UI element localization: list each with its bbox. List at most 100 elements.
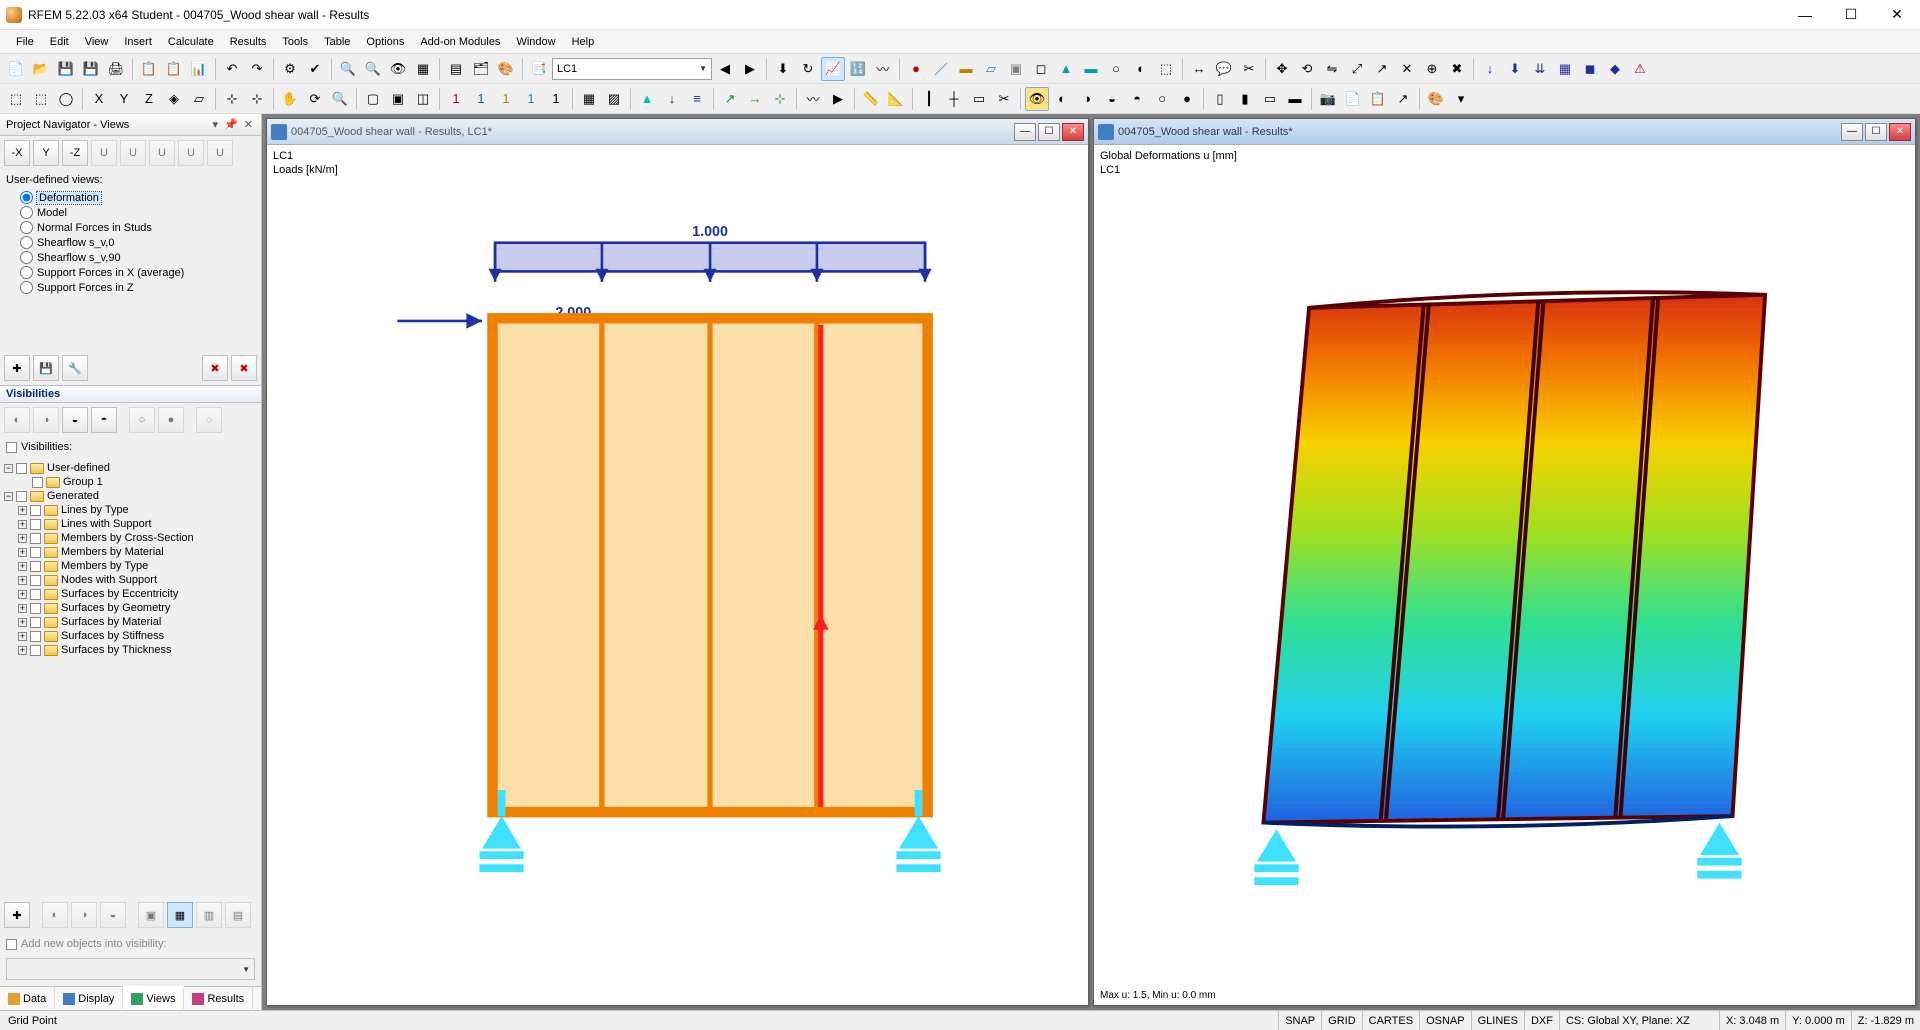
add-view-icon[interactable]: ✚ [4, 355, 30, 381]
connect-icon[interactable]: ⊕ [1420, 57, 1444, 81]
visibility-mode-icon[interactable]: 👁 [1025, 87, 1049, 111]
menu-view[interactable]: View [77, 30, 117, 53]
pan-icon[interactable]: ✋ [278, 87, 302, 111]
view-u1-icon[interactable]: U [91, 140, 117, 166]
vis-4-icon[interactable]: ◓ [1125, 87, 1149, 111]
solid-load-icon[interactable]: ◼ [1578, 57, 1602, 81]
screenshot-icon[interactable]: 📷 [1316, 87, 1340, 111]
tree-item[interactable]: +Surfaces by Geometry [4, 601, 257, 615]
paste-icon[interactable]: 📋 [162, 57, 186, 81]
child-maximize-button[interactable]: ☐ [1038, 123, 1060, 141]
child-close-button[interactable]: ✕ [1889, 123, 1911, 141]
zoom-all-icon[interactable]: 🔍 [361, 57, 385, 81]
vis-mode-6-icon[interactable]: ● [158, 407, 184, 433]
imposed-icon[interactable]: ⚠ [1628, 57, 1652, 81]
dropdown-more-icon[interactable]: ▾ [1449, 87, 1473, 111]
delete-icon[interactable]: ✖ [1445, 57, 1469, 81]
next-lc-icon[interactable]: ▶ [738, 57, 762, 81]
num-surfaces-icon[interactable]: 1 [519, 87, 543, 111]
print-icon[interactable]: 🖨 [104, 57, 128, 81]
nodal-load-icon[interactable]: ↓ [1478, 57, 1502, 81]
tree-item[interactable]: +Surfaces by Eccentricity [4, 587, 257, 601]
menu-options[interactable]: Options [358, 30, 412, 53]
filter-2-icon[interactable]: ▮ [1233, 87, 1257, 111]
vis-a6-icon[interactable]: ▥ [196, 902, 222, 928]
num-nodes-icon[interactable]: 1 [444, 87, 468, 111]
render-icon[interactable]: 🎨 [494, 57, 518, 81]
filter-3-icon[interactable]: ▭ [1258, 87, 1282, 111]
wire-icon[interactable]: ▢ [361, 87, 385, 111]
num-sets-icon[interactable]: 1 [544, 87, 568, 111]
delete-view-icon[interactable]: ✖ [202, 355, 228, 381]
tab-data[interactable]: Data [0, 987, 55, 1010]
ruler-icon[interactable]: 📏 [859, 87, 883, 111]
manage-views-icon[interactable]: 🔧 [62, 355, 88, 381]
clipboard-icon[interactable]: 📋 [1366, 87, 1390, 111]
grid-icon[interactable]: ▦ [411, 57, 435, 81]
num-lines-icon[interactable]: 1 [469, 87, 493, 111]
tree-item[interactable]: +Surfaces by Stiffness [4, 629, 257, 643]
results-values-icon[interactable]: 🔢 [846, 57, 870, 81]
tree-generated[interactable]: −Generated [4, 489, 257, 503]
support-line-icon[interactable]: ▬ [1079, 57, 1103, 81]
status-snap[interactable]: SNAP [1278, 1011, 1321, 1030]
rotate-icon[interactable]: ⟲ [1295, 57, 1319, 81]
comment-icon[interactable]: 💬 [1212, 57, 1236, 81]
tree-item[interactable]: +Members by Type [4, 559, 257, 573]
menu-calculate[interactable]: Calculate [160, 30, 222, 53]
viewport-model-titlebar[interactable]: 004705_Wood shear wall - Results, LC1* —… [267, 119, 1088, 145]
undo-icon[interactable]: ↶ [220, 57, 244, 81]
child-minimize-button[interactable]: — [1841, 123, 1863, 141]
vis-a1-icon[interactable]: ◐ [42, 902, 68, 928]
check-icon[interactable]: ✔ [303, 57, 327, 81]
tree-item[interactable]: +Surfaces by Material [4, 615, 257, 629]
menu-window[interactable]: Window [508, 30, 563, 53]
free-load-icon[interactable]: ◆ [1603, 57, 1627, 81]
vis-a4-icon[interactable]: ▣ [138, 902, 164, 928]
member-icon[interactable]: ▬ [954, 57, 978, 81]
bg-layer-icon[interactable]: ▭ [967, 87, 991, 111]
animate-icon[interactable]: ▶ [826, 87, 850, 111]
menu-file[interactable]: File [8, 30, 42, 53]
opening-icon[interactable]: ◻ [1029, 57, 1053, 81]
save-view-icon[interactable]: 💾 [33, 355, 59, 381]
status-osnap[interactable]: OSNAP [1419, 1011, 1471, 1030]
viewport-model-canvas[interactable]: LC1 Loads [kN/m] 1.000 [267, 145, 1088, 1005]
prev-lc-icon[interactable]: ◀ [713, 57, 737, 81]
vis-2-icon[interactable]: ◑ [1075, 87, 1099, 111]
view-persp-icon[interactable]: ▱ [187, 87, 211, 111]
menu-tools[interactable]: Tools [274, 30, 316, 53]
status-dxf[interactable]: DXF [1524, 1011, 1559, 1030]
loadcase-combo[interactable]: LC1 ▼ [552, 58, 712, 80]
add-new-objects-checkbox[interactable]: Add new objects into visibility: [0, 932, 261, 956]
colors-icon[interactable]: 🎨 [1424, 87, 1448, 111]
project-icon[interactable]: 📊 [187, 57, 211, 81]
tree-item[interactable]: +Nodes with Support [4, 573, 257, 587]
axes-member-icon[interactable]: → [743, 87, 767, 111]
report-icon[interactable]: 📄 [1341, 87, 1365, 111]
results-def-icon[interactable]: 〰 [801, 87, 825, 111]
menu-table[interactable]: Table [316, 30, 358, 53]
view-u5-icon[interactable]: U [207, 140, 233, 166]
radio-support-x[interactable]: Support Forces in X (average) [20, 265, 255, 280]
vis-mode-7-icon[interactable]: ◌ [196, 407, 222, 433]
open-icon[interactable]: 📂 [29, 57, 53, 81]
menu-insert[interactable]: Insert [116, 30, 160, 53]
redo-icon[interactable]: ↷ [245, 57, 269, 81]
isolines-icon[interactable]: 〰 [871, 57, 895, 81]
visibility-target-combo[interactable]: ▼ [6, 958, 255, 980]
loads-moments-icon[interactable]: ↻ [796, 57, 820, 81]
scale-icon[interactable]: ⤢ [1345, 57, 1369, 81]
orbit-icon[interactable]: ⟳ [303, 87, 327, 111]
radio-support-z[interactable]: Support Forces in Z [20, 280, 255, 295]
vis-mode-3-icon[interactable]: ◒ [62, 407, 88, 433]
solid-icon[interactable]: ▣ [1004, 57, 1028, 81]
status-cartes[interactable]: CARTES [1362, 1011, 1419, 1030]
lc-icon[interactable]: 📑 [527, 57, 551, 81]
lasso-icon[interactable]: ◯ [54, 87, 78, 111]
refine-icon[interactable]: ▨ [602, 87, 626, 111]
view-minus-z-icon[interactable]: -Z [62, 140, 88, 166]
nav-icon[interactable]: 🗂 [469, 57, 493, 81]
tree-group-1[interactable]: Group 1 [4, 475, 257, 489]
tree-item[interactable]: +Members by Cross-Section [4, 531, 257, 545]
